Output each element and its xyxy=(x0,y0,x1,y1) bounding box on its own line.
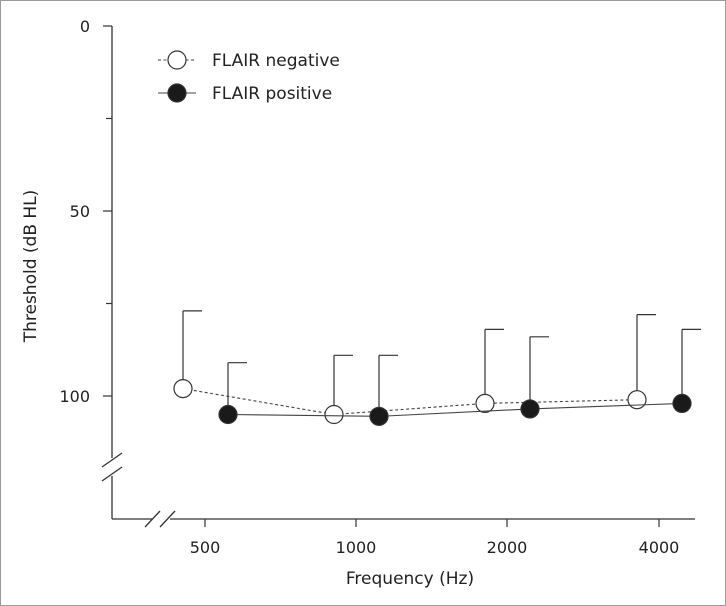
y-tick-label: 0 xyxy=(80,17,90,36)
y-axis-break-mark xyxy=(101,452,123,468)
error-bar xyxy=(529,336,549,409)
data-point-flair-positive xyxy=(218,404,238,425)
legend-marker xyxy=(167,83,187,103)
legend-marker xyxy=(167,50,187,70)
series-layer xyxy=(173,310,701,426)
error-bar xyxy=(636,314,656,400)
legend: FLAIR negative FLAIR positive xyxy=(158,50,340,104)
data-point-flair-positive xyxy=(672,393,692,413)
error-bar xyxy=(484,328,504,404)
x-tick-label: 1000 xyxy=(336,538,377,557)
data-point-flair-negative xyxy=(627,390,647,410)
legend-item: FLAIR negative xyxy=(158,50,340,71)
y-tick-label: 50 xyxy=(70,202,90,221)
y-axis-title: Threshold (dB HL) xyxy=(21,190,41,344)
data-point-flair-negative xyxy=(475,393,495,413)
y-tick-label: 100 xyxy=(59,387,90,406)
data-point-flair-negative xyxy=(173,379,193,399)
data-point-flair-positive xyxy=(369,406,389,426)
x-axis-break-mark xyxy=(144,510,161,528)
error-bar xyxy=(182,310,202,389)
x-axis-title: Frequency (Hz) xyxy=(346,569,474,589)
series-line-flair-positive xyxy=(227,402,683,417)
data-point-flair-negative xyxy=(324,404,344,425)
legend-item: FLAIR positive xyxy=(158,83,332,104)
x-tick-label: 2000 xyxy=(487,538,528,557)
legend-label: FLAIR positive xyxy=(212,84,332,104)
data-point-flair-positive xyxy=(520,399,540,419)
error-bar xyxy=(378,354,398,417)
x-tick-label: 500 xyxy=(190,538,221,557)
y-axis-break-mark xyxy=(101,466,123,482)
x-axis-break-mark xyxy=(159,510,176,528)
legend-label: FLAIR negative xyxy=(212,51,340,71)
x-tick-label: 4000 xyxy=(639,538,680,557)
axes: 0 50 100 500 1000 2000 4000 xyxy=(59,17,695,557)
error-bar xyxy=(333,354,353,415)
error-bar xyxy=(681,328,701,404)
series-line-flair-negative xyxy=(182,388,638,416)
